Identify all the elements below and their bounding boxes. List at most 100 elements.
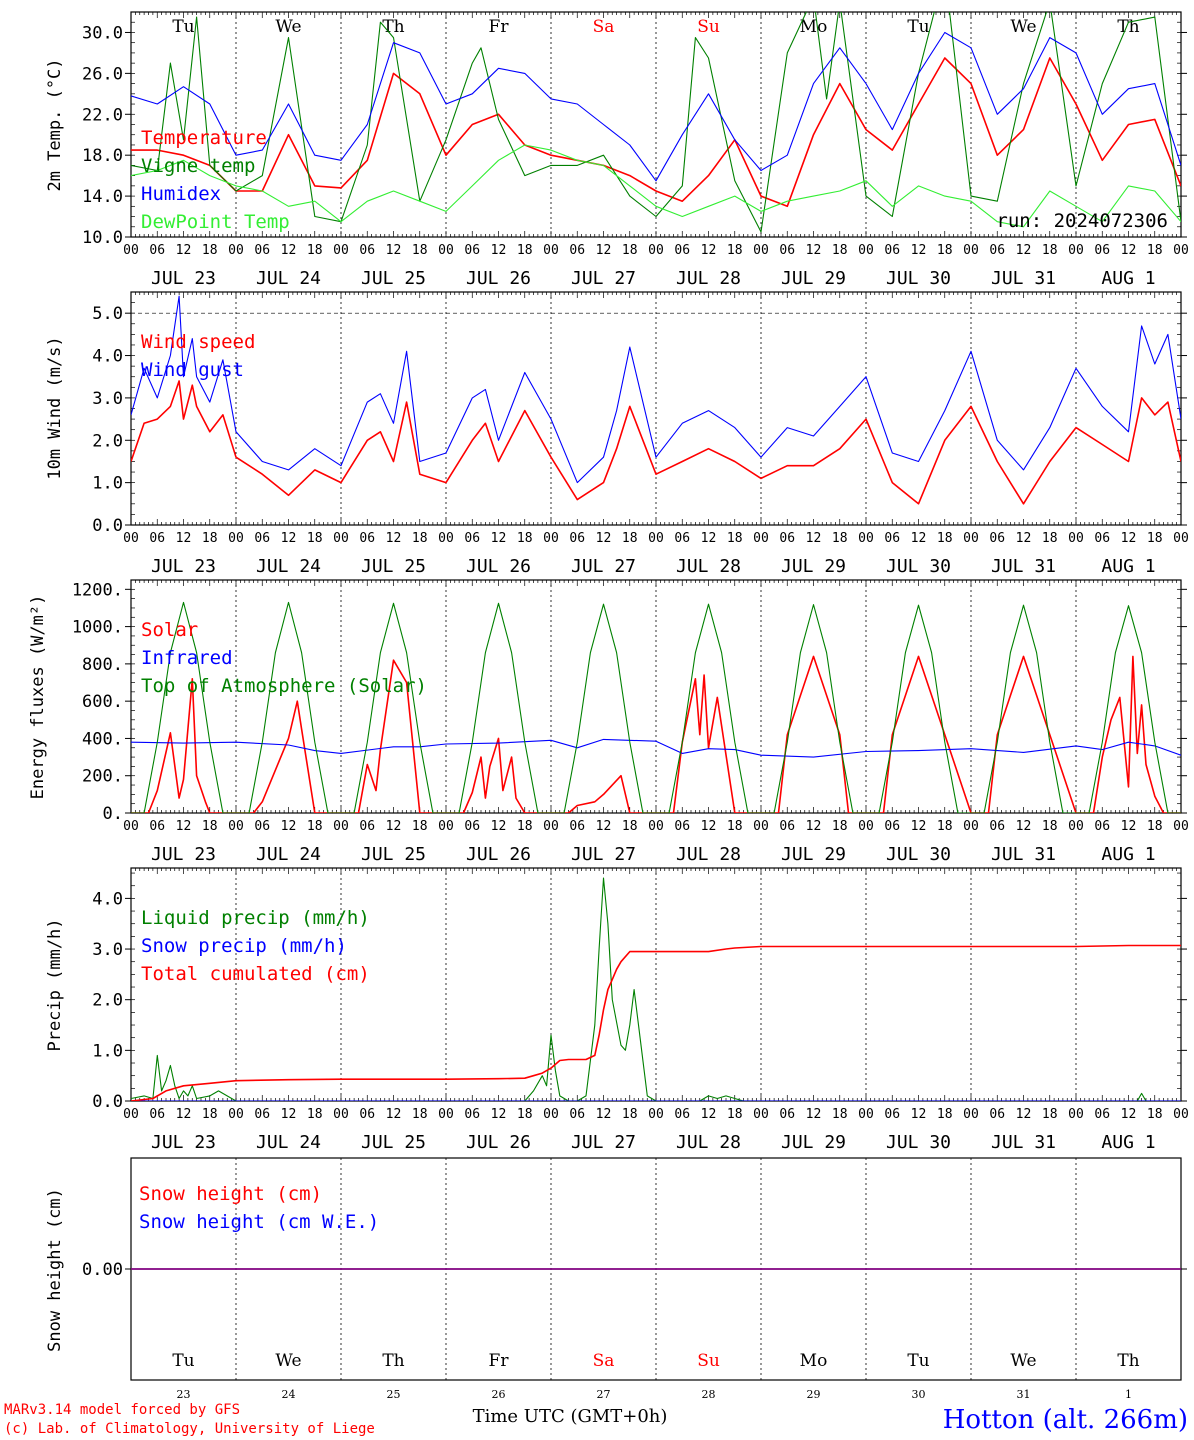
y-axis-label: Precip (mm/h) xyxy=(45,918,65,1051)
hour-tick-label: 18 xyxy=(517,819,533,834)
hour-tick-label: 06 xyxy=(989,243,1005,258)
hour-tick-label: 06 xyxy=(1094,819,1110,834)
date-label: JUL 28 xyxy=(676,556,741,577)
hour-tick-label: 18 xyxy=(937,819,953,834)
hour-tick-label: 00 xyxy=(123,1107,139,1122)
hour-tick-label: 12 xyxy=(281,1107,297,1122)
hour-tick-label: 18 xyxy=(307,531,323,546)
y-axis-label: Energy fluxes (W/m²) xyxy=(28,595,48,800)
y-tick-label: 3.0 xyxy=(92,389,123,409)
hour-tick-label: 12 xyxy=(1121,819,1137,834)
y-axis-label: Snow height (cm) xyxy=(45,1188,65,1352)
y-tick-label: 200. xyxy=(82,767,123,787)
date-label: AUG 1 xyxy=(1101,1132,1155,1153)
station-label: Hotton (alt. 266m) xyxy=(943,1405,1188,1435)
hour-tick-label: 06 xyxy=(464,819,480,834)
hour-tick-label: 00 xyxy=(333,1107,349,1122)
hour-tick-label: 00 xyxy=(228,531,244,546)
hour-tick-label: 06 xyxy=(464,243,480,258)
hour-tick-label: 18 xyxy=(727,819,743,834)
date-label: JUL 28 xyxy=(676,268,741,289)
hour-tick-label: 00 xyxy=(543,243,559,258)
hour-tick-label: 18 xyxy=(1147,531,1163,546)
date-label: JUL 29 xyxy=(781,556,846,577)
hour-tick-label: 12 xyxy=(596,243,612,258)
legend-entry: Liquid precip (mm/h) xyxy=(141,907,370,929)
hour-tick-label: 00 xyxy=(333,243,349,258)
date-label: JUL 27 xyxy=(571,268,636,289)
hour-tick-label: 18 xyxy=(1147,1107,1163,1122)
hour-tick-label: 18 xyxy=(517,1107,533,1122)
hour-tick-label: 12 xyxy=(176,531,192,546)
panel-5: Tu 23 We 24 Th 25 Fr 26 Sa 27 Su 28 Mo 29 Tu 30 We 31 Th 1 0… xyxy=(45,1157,1187,1401)
hour-tick-label: 12 xyxy=(701,531,717,546)
hour-tick-label: 12 xyxy=(701,1107,717,1122)
hour-tick-label: 18 xyxy=(1042,531,1058,546)
y-tick-label: 2.0 xyxy=(92,431,123,451)
hour-tick-label: 12 xyxy=(386,1107,402,1122)
series-line-top-of-atmosphere-solar- xyxy=(131,601,1181,813)
hour-tick-label: 12 xyxy=(386,243,402,258)
day-name-label: Th xyxy=(382,1351,404,1371)
day-name-label: Su xyxy=(697,1351,720,1371)
series-group xyxy=(131,601,1181,813)
hour-tick-label: 18 xyxy=(412,1107,428,1122)
hour-tick-label: 00 xyxy=(1068,243,1084,258)
hour-tick-label: 00 xyxy=(753,531,769,546)
date-label: JUL 25 xyxy=(361,268,426,289)
date-label: JUL 31 xyxy=(991,268,1056,289)
series-line-infrared xyxy=(131,738,1181,758)
y-tick-label: 30.0 xyxy=(82,23,123,43)
hour-tick-label: 06 xyxy=(254,819,270,834)
hour-tick-label: 00 xyxy=(543,1107,559,1122)
hour-tick-label: 18 xyxy=(937,243,953,258)
y-axis-label: 2m Temp. (°C) xyxy=(45,58,65,191)
y-tick-label: 1.0 xyxy=(92,474,123,494)
hour-tick-label: 06 xyxy=(569,1107,585,1122)
date-label: AUG 1 xyxy=(1101,556,1155,577)
hour-tick-label: 00 xyxy=(1068,819,1084,834)
date-label: JUL 31 xyxy=(991,844,1056,865)
panel-3: 00 06 12 18 00 06 12 18 00 06 12 18 00 06 12 18 00 06 12 18… xyxy=(28,579,1189,865)
hour-tick-label: 06 xyxy=(884,243,900,258)
day-name-label: We xyxy=(1010,17,1036,37)
day-number-label: 29 xyxy=(807,1388,821,1401)
hour-tick-label: 18 xyxy=(202,1107,218,1122)
hour-tick-label: 00 xyxy=(1068,531,1084,546)
hour-tick-label: 06 xyxy=(989,531,1005,546)
hour-tick-label: 06 xyxy=(989,819,1005,834)
day-number-label: 31 xyxy=(1017,1388,1031,1401)
hour-tick-label: 18 xyxy=(517,531,533,546)
date-label: JUL 27 xyxy=(571,556,636,577)
time-axis-label: Time UTC (GMT+0h) xyxy=(473,1406,668,1427)
hour-tick-label: 12 xyxy=(386,819,402,834)
hour-tick-label: 12 xyxy=(491,243,507,258)
legend-entry: Snow height (cm) xyxy=(139,1183,322,1205)
hour-tick-label: 12 xyxy=(1121,243,1137,258)
hour-tick-label: 00 xyxy=(1173,1107,1189,1122)
hour-tick-label: 12 xyxy=(806,1107,822,1122)
hour-tick-label: 18 xyxy=(1147,819,1163,834)
series-line-solar xyxy=(131,655,1181,813)
hour-tick-label: 06 xyxy=(989,1107,1005,1122)
hour-tick-label: 12 xyxy=(911,243,927,258)
date-label: JUL 26 xyxy=(466,1132,531,1153)
y-tick-label: 1.0 xyxy=(92,1041,123,1061)
date-label: JUL 26 xyxy=(466,844,531,865)
hour-tick-label: 12 xyxy=(596,1107,612,1122)
day-name-label: Th xyxy=(1117,17,1139,37)
y-tick-label: 3.0 xyxy=(92,940,123,960)
legend-entry: Snow precip (mm/h) xyxy=(141,935,347,957)
date-label: JUL 23 xyxy=(151,844,216,865)
series-line-wind-speed xyxy=(131,380,1181,505)
hour-tick-label: 12 xyxy=(386,531,402,546)
y-tick-label: 14.0 xyxy=(82,187,123,207)
date-label: JUL 25 xyxy=(361,556,426,577)
hour-tick-label: 12 xyxy=(596,531,612,546)
day-number-label: 1 xyxy=(1125,1388,1132,1401)
hour-tick-label: 00 xyxy=(438,1107,454,1122)
hour-tick-label: 00 xyxy=(858,243,874,258)
series-line-dewpoint-temp xyxy=(131,144,1181,228)
day-name-label: Fr xyxy=(489,17,510,37)
hour-tick-label: 00 xyxy=(858,819,874,834)
